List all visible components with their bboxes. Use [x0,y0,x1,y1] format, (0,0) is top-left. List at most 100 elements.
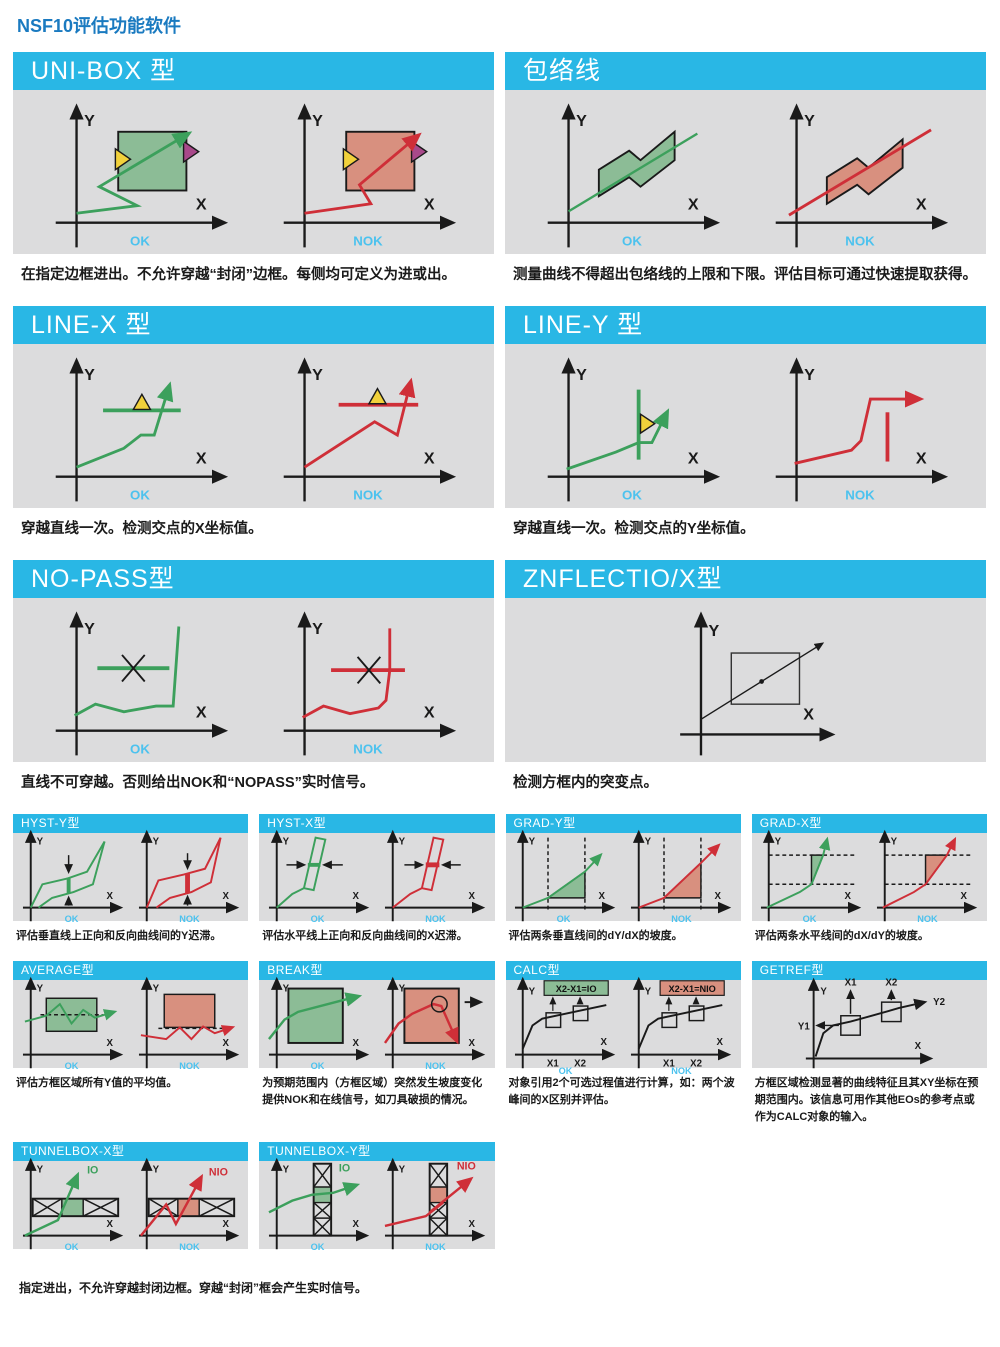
panel-getref-title: GETREF型 [751,961,987,981]
hysty-ok-chart: Y X OK [22,829,123,924]
y-axis-label: Y [152,1165,159,1176]
feature-box-2 [881,1001,903,1023]
nok-curve [303,132,422,215]
lead-curve [275,887,305,909]
panel-envelope: 包络线 Y X OK Y X NOK [505,52,986,286]
ok-curve [267,992,362,1040]
status-label: OK [803,914,817,924]
backward-curve [37,841,106,909]
page-title: NSF10评估功能软件 [17,16,182,36]
panel-tunnelbox-y: TUNNELBOX-Y型 Y X [259,1142,495,1252]
row-2: LINE-X 型 Y X OK Y X [13,306,987,540]
x-axis-label: X [106,1219,113,1230]
nok-curve [301,627,391,719]
blocked-cell-cross [313,1217,332,1237]
x-axis-label: X [715,891,722,902]
panel-linex-body: Y X OK Y X NOK [13,344,494,509]
x1-label: X1 [845,978,857,989]
panel-tunnelbox-x-body: Y X IO OK Y [13,1157,249,1252]
status-label: NOK [918,914,939,924]
envelope-band [825,136,904,205]
nok-curve [638,843,721,909]
y-axis-label: Y [282,837,289,848]
panel-calc-body: Y X X2-X1=IO X1 X2 OK Y [505,976,741,1075]
trigger-marker [639,412,656,434]
status-label: OK [622,233,642,248]
formula-box [659,980,725,997]
ok-curve [24,1002,117,1026]
envelope-ok-chart: Y X OK [547,102,720,248]
y-axis-label: Y [152,837,159,848]
ok-curve [75,380,173,469]
y-axis-label: Y [645,986,652,997]
status-label: OK [559,1066,573,1075]
curve [815,998,928,1057]
panel-tunnelbox-y-body: Y X IO OK [259,1157,495,1252]
panel-znflectio-body: Y X [505,598,986,763]
panel-gradx-body: Y X OK Y X NOK [751,829,987,924]
y-axis-label: Y [398,984,405,995]
trigger-marker [367,386,387,404]
lead-curve [392,887,423,909]
evaluation-box [403,987,460,1045]
tunnelbox-y-nok-chart: Y X NIO NOK [384,1157,486,1252]
peak-box-2 [688,1005,705,1022]
x-axis-label: X [601,1037,608,1048]
panel-grady: GRAD-Y型 Y X OK Y X [505,814,741,945]
panel-znflectio-caption: 检测方框内的突变点。 [513,775,658,792]
panel-hysty: HYST-Y型 Y X OK Y [13,814,249,945]
ok-curve [24,1172,79,1237]
row-3: NO-PASS型 Y X OK Y X [13,560,987,794]
status-label: NOK [671,1066,692,1075]
gradx-ok-chart: Y X OK [761,829,862,924]
curve [637,1004,723,1050]
y-axis-label: Y [152,984,159,995]
x-axis-label: X [599,891,606,902]
hystx-nok-chart: Y X NOK [384,829,486,924]
y-axis-label: Y [282,1165,289,1176]
break-point-circle [430,995,448,1013]
y-axis-label: Y [529,986,536,997]
panel-linex: LINE-X 型 Y X OK Y X [13,306,494,540]
panel-hysty-body: Y X OK Y X [13,829,249,924]
row-4: HYST-Y型 Y X OK Y [13,814,987,945]
envelope-nok-chart: Y X NOK [775,102,948,248]
liney-nok-chart: Y X NOK [775,356,948,502]
hysteresis-loop [420,836,445,892]
nok-curve [793,390,924,465]
tunnel-bar [31,1197,119,1218]
ok-curve [766,836,831,909]
panel-gradx-title: GRAD-X型 [751,814,987,834]
x-axis-label: X [423,703,434,721]
panel-hystx-body: Y X OK Y X [259,829,495,924]
panel-liney: LINE-Y 型 Y X OK Y X [505,306,986,540]
panel-liney-body: Y X OK Y X NOK [505,344,986,509]
y-axis-label: Y [312,620,323,638]
status-label: OK [130,233,150,248]
nok-curve [384,1177,474,1228]
panel-hystx-caption: 评估水平线上正向和反向曲线间的X迟滞。 [262,930,468,943]
y-axis-label: Y [84,620,95,638]
status-label: NOK [353,233,383,248]
x-axis-label: X [468,891,475,902]
panel-calc: CALC型 Y X X2-X1=IO X1 X2 OK [505,961,741,1109]
x-axis-label: X [845,891,852,902]
nopass-ok-chart: Y X OK [55,610,228,756]
x-axis-label: X [106,1038,113,1049]
nok-curve [882,836,957,909]
status-label: NOK [179,914,200,924]
evaluation-box [163,993,216,1029]
calc-ok-chart: Y X X2-X1=IO X1 X2 OK [515,976,616,1075]
panel-calc-caption: 对象引用2个可选过程值进行计算，如：两个波峰间的X区别并评估。 [508,1077,735,1107]
row-5: AVERAGE型 Y X OK Y X [13,961,987,1126]
getref-chart: Y X Y1 Y2 X1 X2 [798,978,946,1069]
hystx-ok-chart: Y X OK [268,829,370,924]
detection-box [730,651,801,705]
nio-label: NIO [457,1161,476,1173]
blocked-cell-cross [31,1198,62,1218]
panel-nopass-title: NO-PASS型 [13,560,494,599]
document-page: NSF10评估功能软件 UNI-BOX 型 Y X OK [13,16,987,1295]
cross-mark [120,653,145,682]
x-axis-label: X [915,195,926,213]
break-ok-chart: Y X OK [267,976,370,1071]
